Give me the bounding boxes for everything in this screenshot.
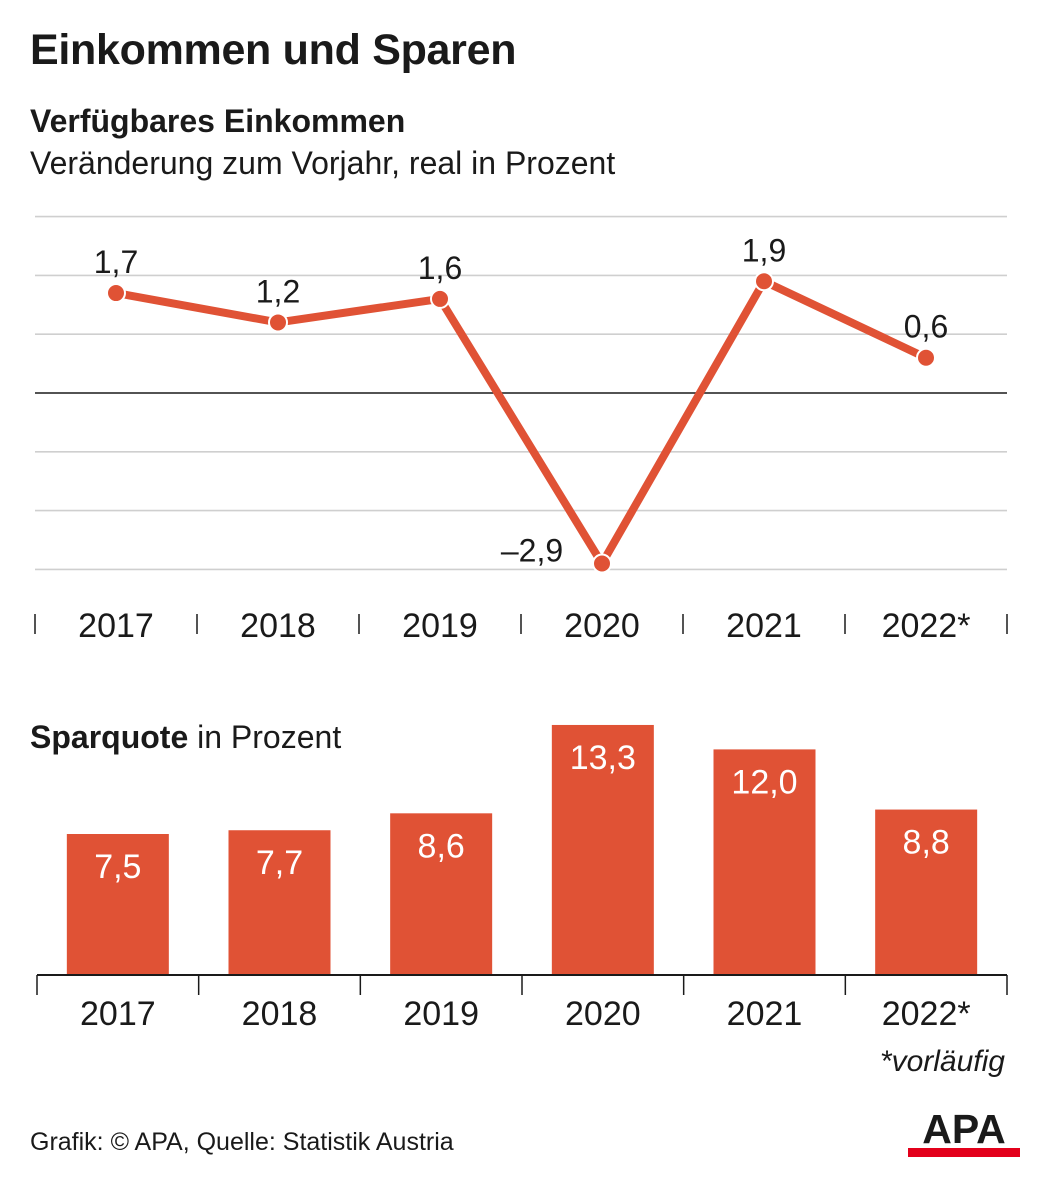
x-tick-label: 2018 bbox=[242, 995, 318, 1033]
data-label: 1,6 bbox=[418, 250, 462, 286]
x-tick-label: 2020 bbox=[564, 607, 640, 645]
x-tick-label: 2019 bbox=[403, 995, 479, 1033]
line-chart-subtitle: Veränderung zum Vorjahr, real in Prozent bbox=[30, 145, 616, 181]
data-label: 1,7 bbox=[94, 244, 138, 280]
line-chart-x-axis: 2017 2018 2019 2020 2021 2022* bbox=[34, 607, 1008, 645]
x-tick-label: 2017 bbox=[80, 995, 156, 1033]
bar-chart-bars: 7,5 7,7 8,6 13,3 12,0 8,8 bbox=[66, 724, 978, 975]
bar bbox=[713, 749, 816, 975]
bar bbox=[390, 813, 493, 975]
bar-value-label: 13,3 bbox=[570, 739, 636, 777]
line-chart-series: 1,7 1,2 1,6 –2,9 1,9 0,6 bbox=[94, 232, 948, 574]
bar bbox=[228, 830, 331, 975]
data-label: 1,9 bbox=[742, 232, 786, 268]
bar-value-label: 7,7 bbox=[256, 844, 303, 882]
x-tick-label: 2018 bbox=[240, 607, 316, 645]
data-point bbox=[916, 347, 936, 368]
bar bbox=[551, 724, 654, 975]
bar-chart-title-bold: Sparquote bbox=[30, 719, 189, 755]
bar bbox=[66, 834, 169, 975]
data-point bbox=[268, 312, 288, 333]
x-tick-label: 2017 bbox=[78, 607, 154, 645]
bar-chart-title: Sparquote in Prozent bbox=[30, 719, 341, 756]
data-label: 1,2 bbox=[256, 273, 300, 309]
data-label: –2,9 bbox=[501, 533, 563, 569]
x-tick-label: 2021 bbox=[727, 995, 803, 1033]
x-tick-label: 2020 bbox=[565, 995, 641, 1033]
x-tick-label: 2022* bbox=[882, 607, 971, 645]
data-point bbox=[754, 271, 774, 292]
series-line bbox=[112, 277, 930, 568]
data-label: 0,6 bbox=[904, 309, 948, 345]
bar-value-label: 8,6 bbox=[418, 827, 465, 865]
bar-value-label: 12,0 bbox=[731, 763, 797, 801]
bar bbox=[875, 809, 978, 975]
x-tick-label: 2019 bbox=[402, 607, 478, 645]
bar-value-label: 7,5 bbox=[94, 848, 141, 886]
logo-bar bbox=[908, 1148, 1020, 1157]
data-point bbox=[592, 553, 612, 574]
bar-chart-title-suffix: in Prozent bbox=[197, 719, 342, 755]
data-point bbox=[106, 283, 126, 304]
line-chart-grid bbox=[35, 215, 1007, 571]
bar-value-label: 8,8 bbox=[903, 824, 950, 862]
x-tick-label: 2021 bbox=[726, 607, 802, 645]
bar-chart-x-axis: 2017 2018 2019 2020 2021 2022* bbox=[36, 974, 1008, 1033]
logo-text: APA bbox=[922, 1108, 1006, 1152]
line-chart-title: Verfügbares Einkommen bbox=[30, 103, 406, 139]
chart-title: Einkommen und Sparen bbox=[30, 26, 517, 74]
apa-logo: APA bbox=[908, 1108, 1020, 1157]
footnote: *vorläufig bbox=[879, 1045, 1005, 1078]
source-credit: Grafik: © APA, Quelle: Statistik Austria bbox=[30, 1128, 454, 1156]
data-point bbox=[430, 288, 450, 309]
x-tick-label: 2022* bbox=[882, 995, 971, 1033]
